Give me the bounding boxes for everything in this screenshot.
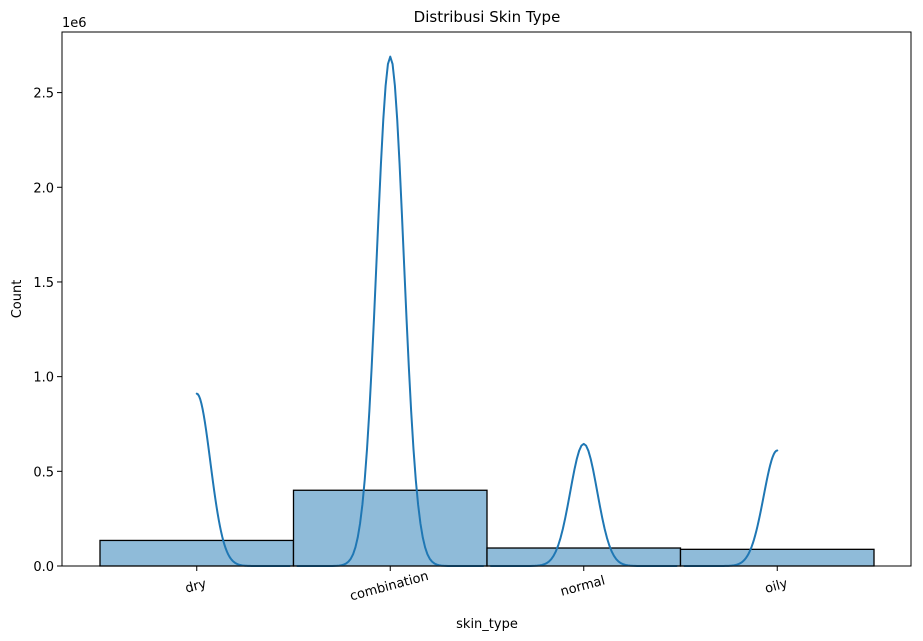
bar-dry (99, 539, 295, 567)
x-tick-label: oily (763, 576, 789, 596)
y-tick-label: 2.5 (33, 87, 54, 102)
y-axis-ticks: 0.0 0.5 1.0 1.5 2.0 2.5 (33, 87, 62, 575)
y-tick-label: 1.5 (33, 276, 54, 291)
x-axis-label: skin_type (456, 617, 518, 632)
kde-curve-oily (683, 449, 779, 567)
x-axis-ticks: dry combination normal oily (184, 566, 790, 604)
bar-normal (486, 547, 682, 567)
y-offset-label: 1e6 (62, 16, 87, 31)
x-tick-label: dry (184, 577, 209, 597)
bar-combination (292, 489, 488, 567)
y-tick-label: 2.0 (33, 181, 54, 196)
y-tick-label: 1.0 (33, 371, 54, 386)
kde-curve-combination (296, 55, 485, 567)
bar-oily (679, 548, 875, 567)
chart-title: Distribusi Skin Type (414, 8, 561, 26)
y-tick-label: 0.0 (33, 560, 54, 575)
x-tick-label: combination (348, 569, 430, 604)
y-tick-label: 0.5 (33, 465, 54, 480)
kde-curves-group (195, 55, 779, 567)
y-axis-label: Count (10, 280, 25, 319)
bars-group (99, 489, 875, 567)
axes-frame (61, 31, 912, 567)
x-tick-label: normal (559, 573, 607, 599)
